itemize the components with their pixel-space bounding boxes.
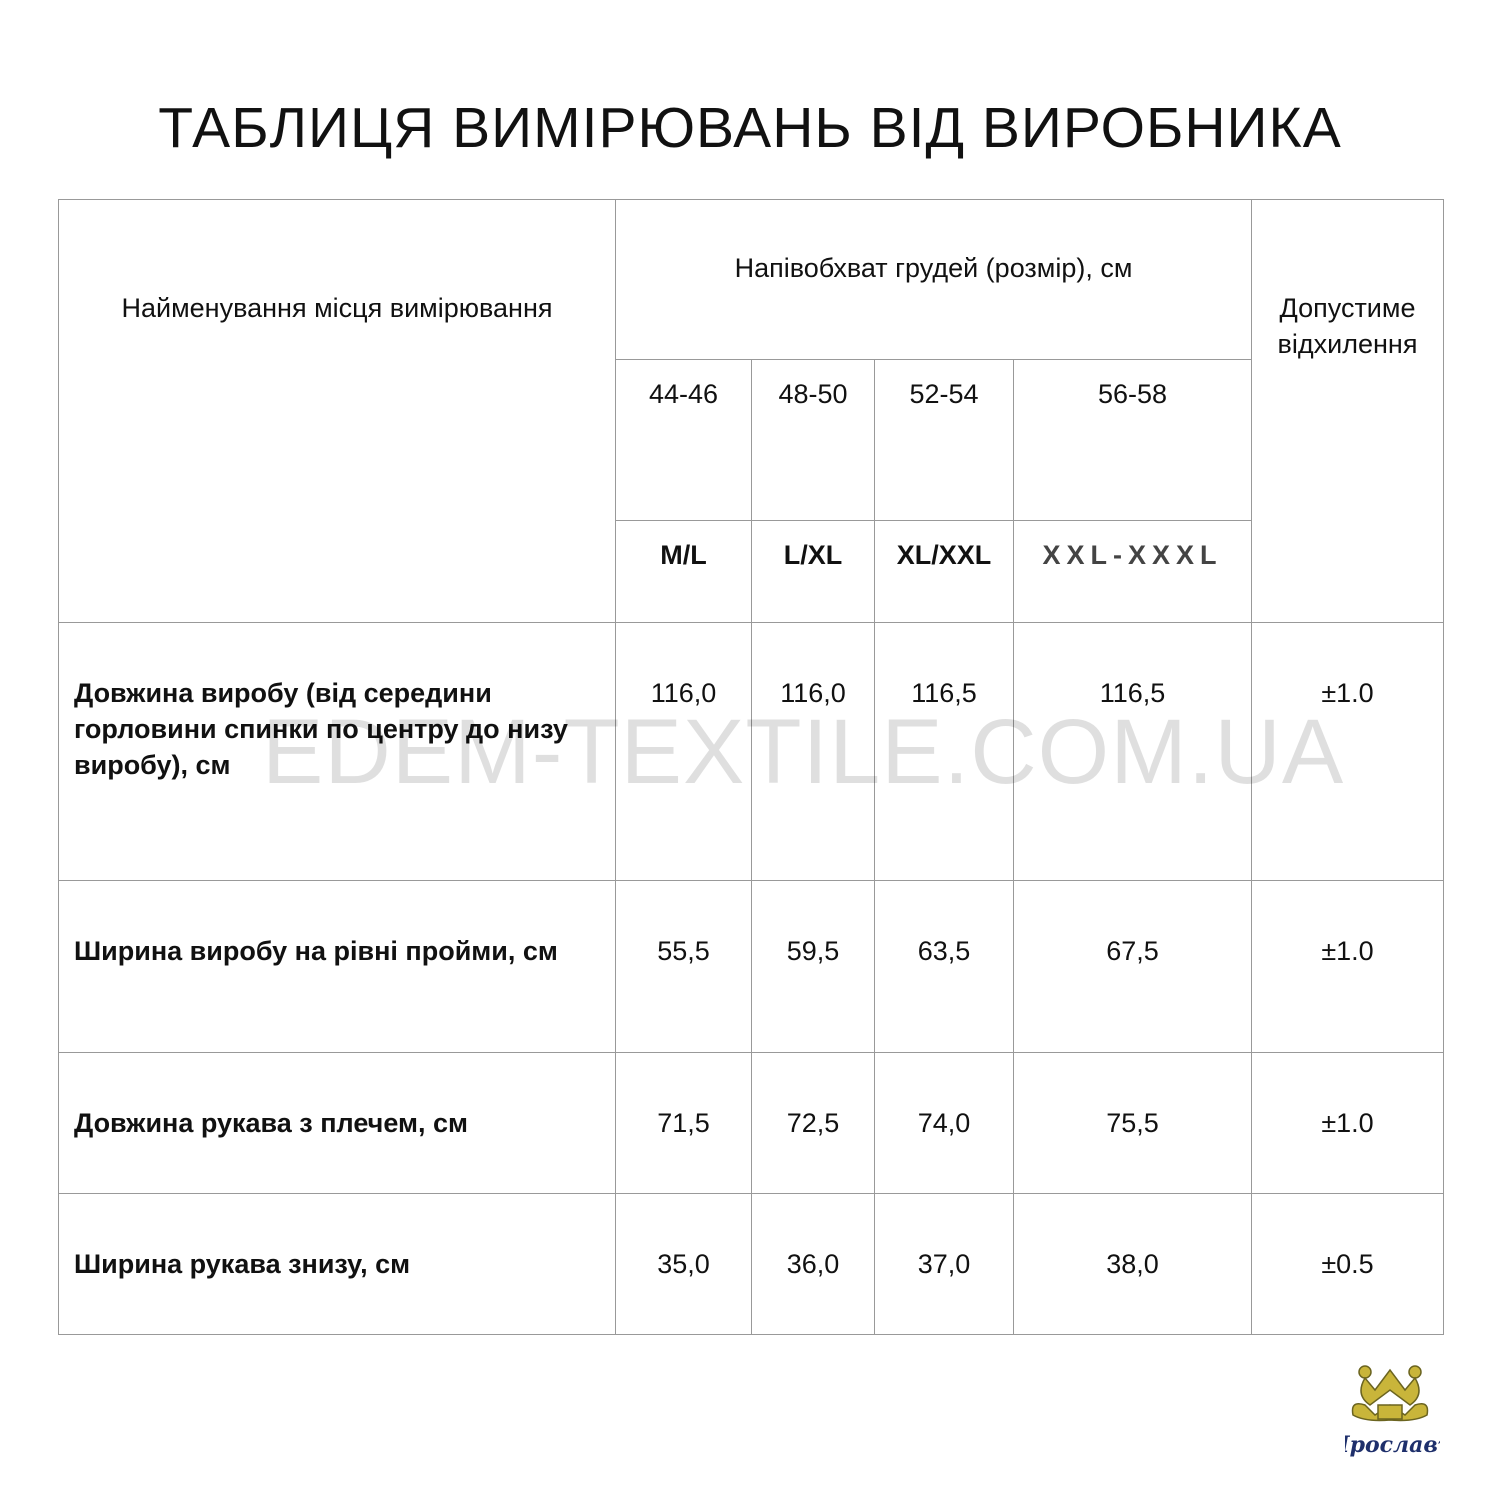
row-name-text: Довжина рукава з плечем, см <box>74 1108 468 1138</box>
brand-logo: Ярославъ <box>1328 1360 1454 1470</box>
row-name: Довжина виробу (від середини горловини с… <box>58 622 616 881</box>
row-value-text: 55,5 <box>657 936 710 966</box>
row-value-text: 37,0 <box>917 1249 971 1279</box>
row-value: 67,5 <box>1013 880 1252 1053</box>
size-header: 52-54 <box>874 359 1014 521</box>
row-value-text: 59,5 <box>786 936 840 966</box>
row-value: 59,5 <box>751 880 875 1053</box>
size-header: 44-46 <box>615 359 752 521</box>
row-value-text: 116,0 <box>650 678 717 708</box>
row-value: 36,0 <box>751 1193 875 1335</box>
size-header-text: 52-54 <box>909 379 979 409</box>
row-value: 63,5 <box>874 880 1014 1053</box>
header-tolerance-label: Допустиме відхилення <box>1277 293 1418 359</box>
row-value-text: 67,5 <box>1106 936 1159 966</box>
size-header-text: 44-46 <box>648 379 719 409</box>
row-value-text: 63,5 <box>917 936 971 966</box>
row-value-text: 71,5 <box>657 1108 710 1138</box>
row-value-text: 35,0 <box>657 1249 710 1279</box>
size-letter-header: XL/XXL <box>874 520 1014 623</box>
row-name-text: Довжина виробу (від середини горловини с… <box>74 678 568 780</box>
row-tolerance: ±0.5 <box>1251 1193 1444 1335</box>
size-letter-header: XXL-XXXL <box>1013 520 1252 623</box>
size-letter-header-text: L/XL <box>783 540 843 570</box>
size-header-text: 56-58 <box>1097 379 1168 409</box>
size-letter-header-text: XXL-XXXL <box>1042 540 1223 570</box>
size-letter-header: M/L <box>615 520 752 623</box>
row-value-text: 36,0 <box>786 1249 840 1279</box>
row-value: 116,0 <box>751 622 875 881</box>
row-name-text: Ширина виробу на рівні пройми, см <box>74 936 558 966</box>
row-value-text: 72,5 <box>786 1108 840 1138</box>
row-name-text: Ширина рукава знизу, см <box>74 1249 411 1279</box>
header-name-label: Найменування місця вимірювання <box>121 293 553 323</box>
row-value-text: 74,0 <box>917 1108 971 1138</box>
size-header: 48-50 <box>751 359 875 521</box>
row-value: 72,5 <box>751 1052 875 1194</box>
row-value: 38,0 <box>1013 1193 1252 1335</box>
row-value: 35,0 <box>615 1193 752 1335</box>
row-name: Довжина рукава з плечем, см <box>58 1052 616 1194</box>
header-name-cell: Найменування місця вимірювання <box>58 199 616 623</box>
header-tolerance-cell: Допустиме відхилення <box>1251 199 1444 623</box>
row-value: 75,5 <box>1013 1052 1252 1194</box>
row-value-text: 75,5 <box>1106 1108 1159 1138</box>
size-header: 56-58 <box>1013 359 1252 521</box>
svg-text:Ярославъ: Ярославъ <box>1345 1432 1440 1458</box>
row-name: Ширина виробу на рівні пройми, см <box>58 880 616 1053</box>
size-header-text: 48-50 <box>778 379 848 409</box>
row-value-text: 38,0 <box>1106 1249 1159 1279</box>
row-tolerance: ±1.0 <box>1251 622 1444 881</box>
row-tolerance-text: ±0.5 <box>1321 1249 1374 1279</box>
row-tolerance: ±1.0 <box>1251 1052 1444 1194</box>
size-letter-header-text: M/L <box>660 540 707 570</box>
row-tolerance: ±1.0 <box>1251 880 1444 1053</box>
row-value: 116,0 <box>615 622 752 881</box>
row-value-text: 116,0 <box>780 678 846 708</box>
row-value-text: 116,5 <box>1099 678 1166 708</box>
header-chest-label: Напівобхват грудей (розмір), см <box>734 253 1133 283</box>
row-value: 116,5 <box>1013 622 1252 881</box>
row-tolerance-text: ±1.0 <box>1321 678 1374 708</box>
header-chest-group: Напівобхват грудей (розмір), см <box>615 199 1252 360</box>
size-letter-header-text: XL/XXL <box>896 540 992 570</box>
row-value-text: 116,5 <box>911 678 977 708</box>
row-name: Ширина рукава знизу, см <box>58 1193 616 1335</box>
row-value: 74,0 <box>874 1052 1014 1194</box>
page-title: ТАБЛИЦЯ ВИМІРЮВАНЬ ВІД ВИРОБНИКА <box>158 96 1342 160</box>
row-tolerance-text: ±1.0 <box>1321 936 1374 966</box>
size-letter-header: L/XL <box>751 520 875 623</box>
row-tolerance-text: ±1.0 <box>1321 1108 1374 1138</box>
row-value: 116,5 <box>874 622 1014 881</box>
row-value: 37,0 <box>874 1193 1014 1335</box>
row-value: 55,5 <box>615 880 752 1053</box>
row-value: 71,5 <box>615 1052 752 1194</box>
